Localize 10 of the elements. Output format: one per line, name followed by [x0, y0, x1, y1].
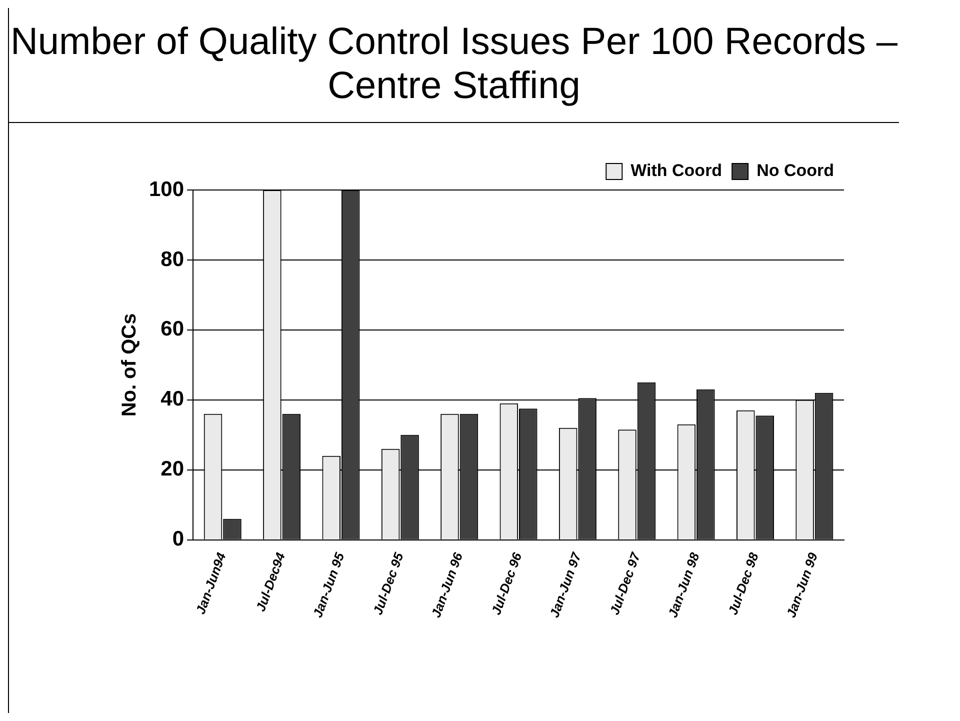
legend-label: With Coord	[630, 161, 722, 180]
y-tick-label: 20	[160, 458, 184, 481]
y-tick-label: 80	[160, 248, 184, 271]
y-axis-title: No. of QCs	[118, 313, 141, 417]
legend-label: No Coord	[756, 161, 834, 180]
y-tick-label: 40	[160, 388, 184, 411]
y-tick-label: 60	[160, 318, 184, 341]
y-tick-label: 100	[148, 178, 184, 201]
chart-title: Number of Quality Control Issues Per 100 Records – Centre Staffing	[9, 20, 899, 108]
y-tick-label: 0	[172, 528, 184, 551]
